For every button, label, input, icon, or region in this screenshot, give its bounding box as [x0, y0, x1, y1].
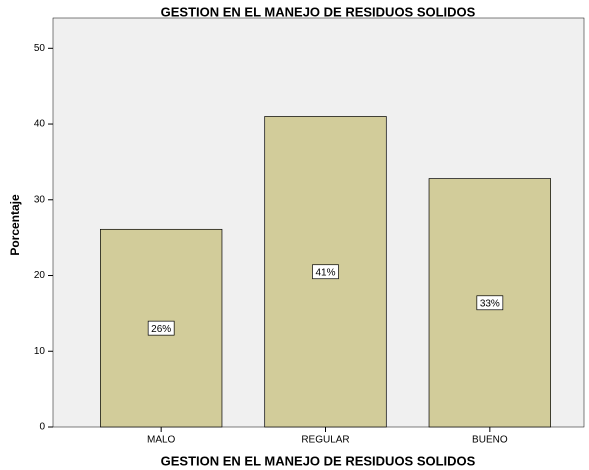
- y-tick-label: 0: [39, 422, 45, 433]
- value-label-box: [476, 295, 504, 311]
- y-tick-label: 10: [34, 346, 46, 357]
- value-label-box: [147, 320, 175, 336]
- x-axis-label: GESTION EN EL MANEJO DE RESIDUOS SOLIDOS: [161, 453, 476, 468]
- chart-title: GESTION EN EL MANEJO DE RESIDUOS SOLIDOS: [161, 4, 476, 19]
- y-tick-label: 30: [34, 194, 46, 205]
- x-tick-label: MALO: [147, 435, 176, 446]
- value-label: 41%: [315, 267, 335, 278]
- y-tick-label: 50: [34, 43, 46, 54]
- y-tick-label: 40: [34, 119, 46, 130]
- value-label: 33%: [480, 298, 500, 309]
- value-label-box: [312, 264, 339, 280]
- y-tick-label: 20: [34, 270, 46, 281]
- x-tick-label: REGULAR: [301, 435, 349, 446]
- value-label: 26%: [151, 324, 171, 335]
- y-axis-label: Porcentaje: [8, 194, 22, 256]
- x-tick-label: BUENO: [472, 435, 508, 446]
